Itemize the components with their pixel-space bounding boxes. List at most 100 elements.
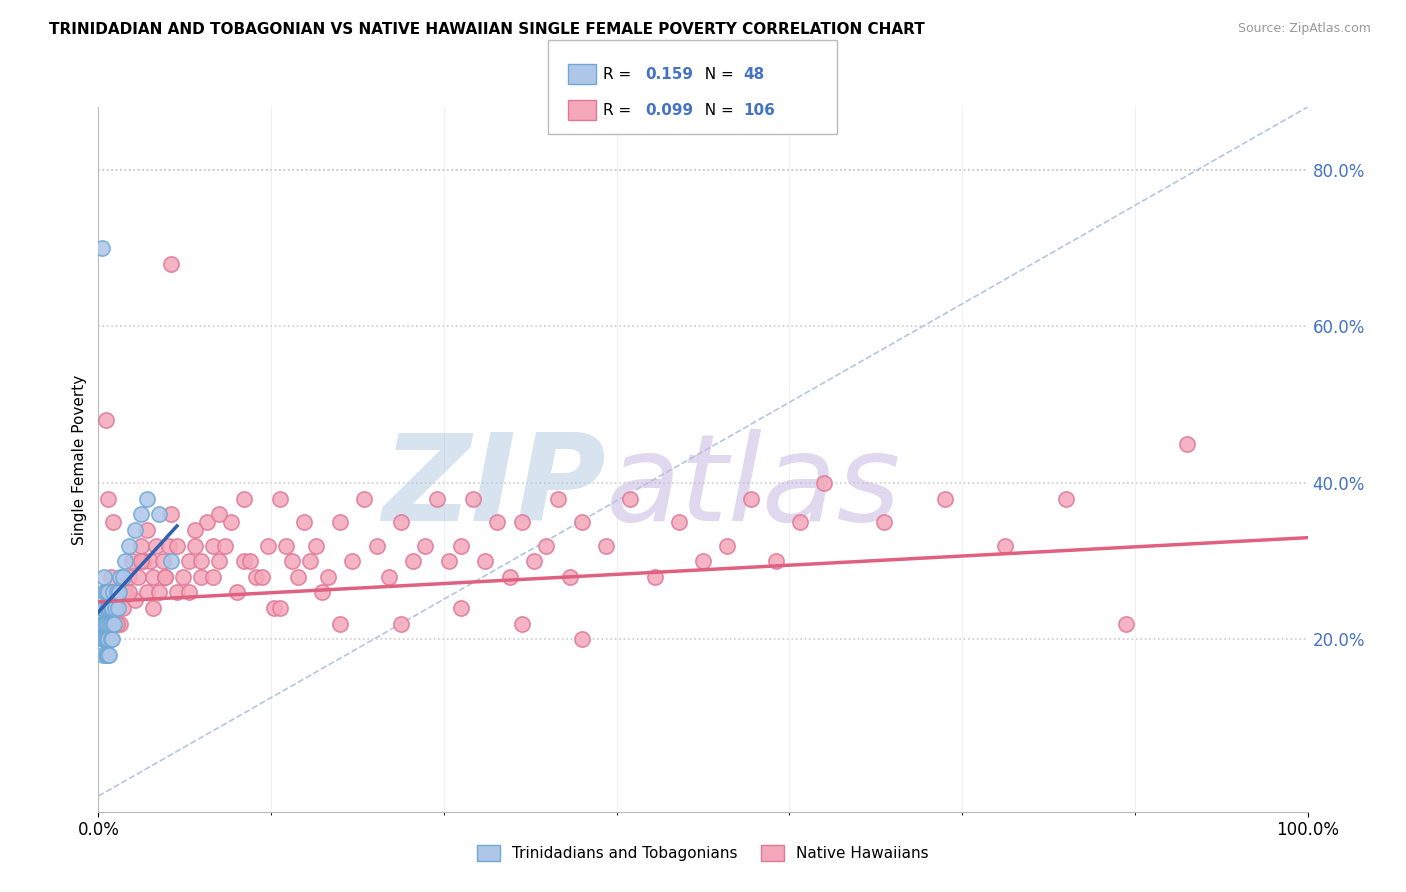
Point	[716, 539, 738, 553]
Point	[93, 585, 115, 599]
Point	[97, 632, 120, 647]
Point	[114, 554, 136, 568]
Point	[450, 601, 472, 615]
Point	[214, 539, 236, 553]
Point	[98, 616, 121, 631]
Point	[111, 570, 134, 584]
Point	[190, 554, 212, 568]
Point	[463, 491, 485, 506]
Point	[166, 585, 188, 599]
Point	[97, 585, 120, 599]
Point	[558, 570, 581, 584]
Point	[97, 491, 120, 506]
Point	[994, 539, 1017, 553]
Point	[510, 515, 533, 529]
Point	[160, 507, 183, 521]
Point	[127, 570, 149, 584]
Point	[377, 570, 399, 584]
Point	[104, 601, 127, 615]
Point	[287, 570, 309, 584]
Point	[160, 554, 183, 568]
Point	[269, 601, 291, 615]
Point	[644, 570, 666, 584]
Point	[208, 554, 231, 568]
Point	[510, 616, 533, 631]
Point	[342, 554, 364, 568]
Point	[91, 601, 114, 615]
Point	[329, 515, 352, 529]
Point	[100, 601, 122, 615]
Point	[250, 570, 273, 584]
Point	[91, 616, 114, 631]
Point	[668, 515, 690, 529]
Point	[135, 585, 157, 599]
Text: ZIP: ZIP	[382, 429, 606, 546]
Point	[239, 554, 262, 568]
Point	[124, 593, 146, 607]
Point	[269, 491, 291, 506]
Text: 0.099: 0.099	[645, 103, 693, 119]
Point	[100, 632, 122, 647]
Point	[934, 491, 956, 506]
Point	[105, 616, 128, 631]
Point	[292, 515, 315, 529]
Point	[450, 539, 472, 553]
Text: R =: R =	[603, 103, 637, 119]
Point	[107, 601, 129, 615]
Point	[100, 616, 122, 631]
Point	[353, 491, 375, 506]
Point	[274, 539, 297, 553]
Point	[96, 648, 118, 662]
Point	[94, 413, 117, 427]
Point	[121, 554, 143, 568]
Point	[97, 601, 120, 615]
Point	[190, 570, 212, 584]
Point	[305, 539, 328, 553]
Point	[263, 601, 285, 615]
Point	[118, 585, 141, 599]
Point	[208, 507, 231, 521]
Point	[245, 570, 267, 584]
Point	[129, 507, 152, 521]
Point	[105, 585, 128, 599]
Point	[101, 616, 124, 631]
Point	[1054, 491, 1077, 506]
Point	[152, 554, 174, 568]
Point	[426, 491, 449, 506]
Point	[534, 539, 557, 553]
Point	[153, 570, 176, 584]
Point	[94, 616, 117, 631]
Text: 48: 48	[744, 67, 765, 82]
Point	[108, 570, 131, 584]
Point	[547, 491, 569, 506]
Point	[474, 554, 496, 568]
Point	[134, 554, 156, 568]
Point	[94, 648, 117, 662]
Point	[148, 507, 170, 521]
Point	[100, 601, 122, 615]
Point	[813, 475, 835, 490]
Point	[108, 616, 131, 631]
Point	[101, 585, 124, 599]
Point	[232, 554, 254, 568]
Point	[202, 539, 225, 553]
Point	[311, 585, 333, 599]
Point	[90, 601, 112, 615]
Point	[139, 554, 162, 568]
Point	[1175, 436, 1198, 450]
Point	[93, 601, 115, 615]
Point	[402, 554, 425, 568]
Point	[91, 632, 114, 647]
Point	[91, 616, 114, 631]
Point	[1115, 616, 1137, 631]
Point	[91, 241, 114, 255]
Point	[129, 539, 152, 553]
Point	[96, 601, 118, 615]
Text: atlas: atlas	[606, 429, 901, 546]
Point	[97, 648, 120, 662]
Point	[135, 523, 157, 537]
Text: Source: ZipAtlas.com: Source: ZipAtlas.com	[1237, 22, 1371, 36]
Point	[100, 632, 122, 647]
Point	[94, 585, 117, 599]
Point	[232, 491, 254, 506]
